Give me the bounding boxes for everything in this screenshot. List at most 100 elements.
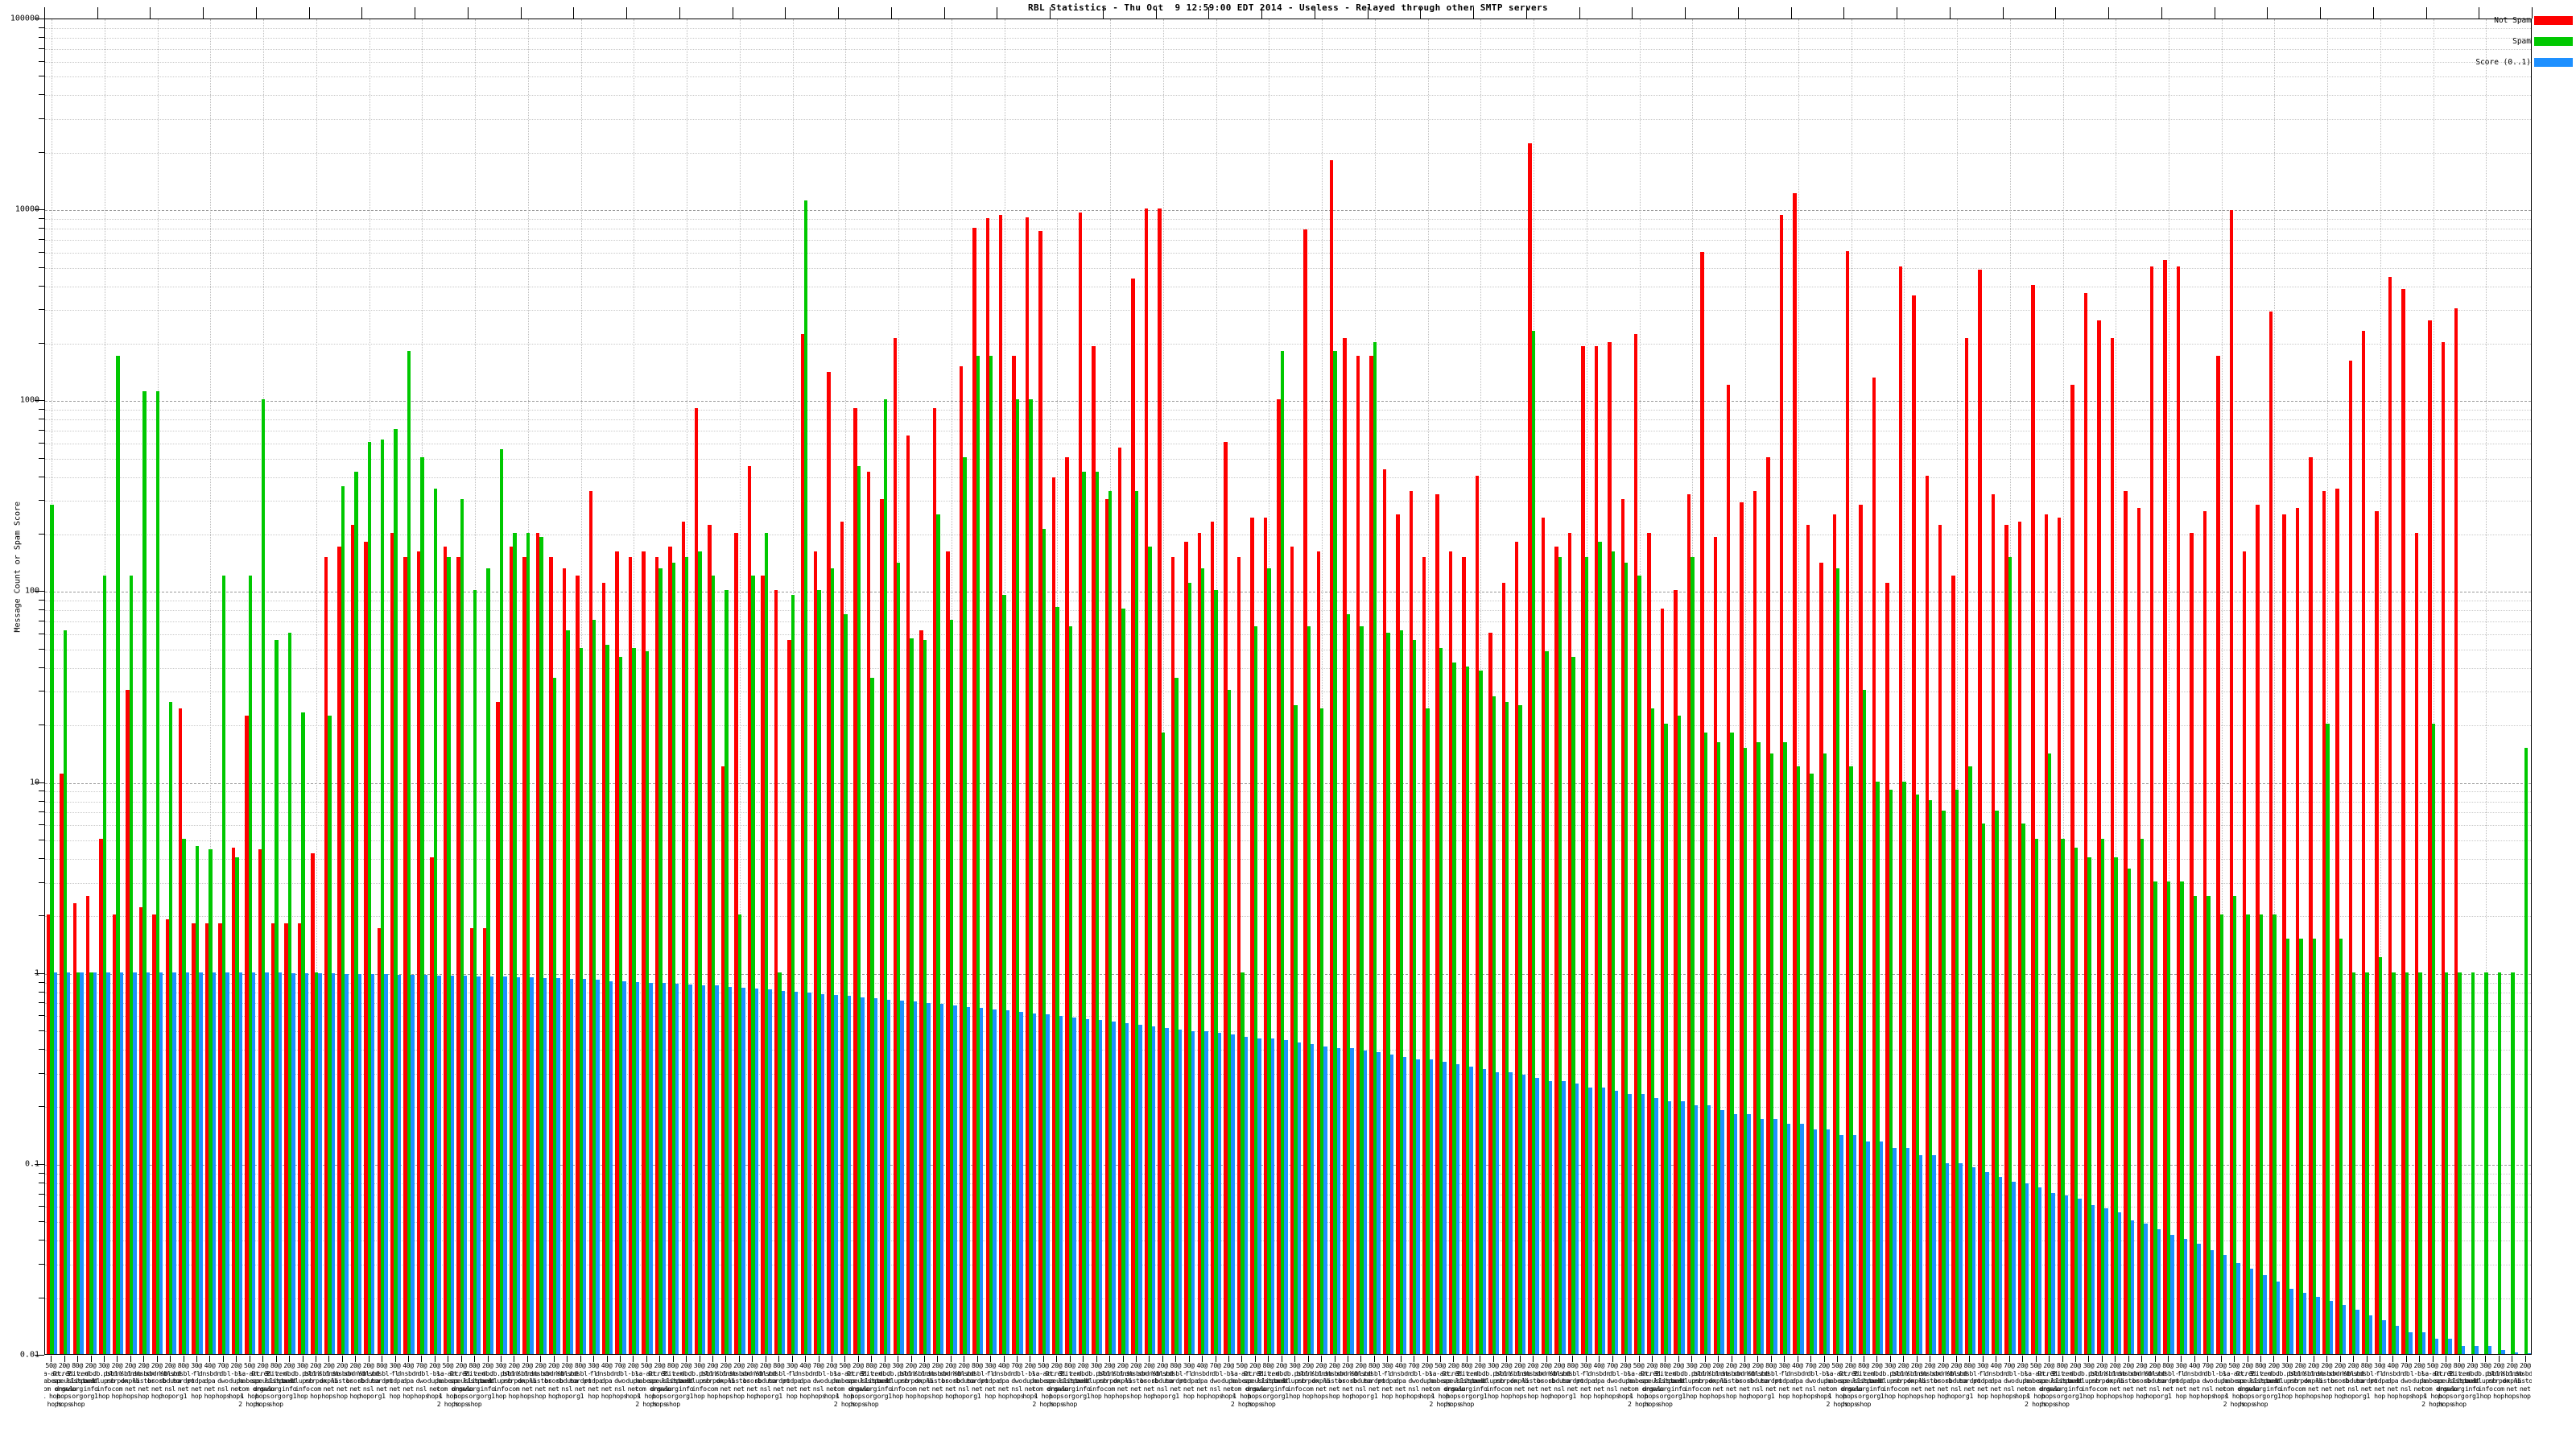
bar-group[interactable] [1276, 19, 1289, 1354]
bar-spam[interactable] [473, 590, 477, 1354]
bar-not-spam[interactable] [1501, 582, 1506, 1354]
bar-spam[interactable] [2034, 838, 2038, 1354]
bar-not-spam[interactable] [1025, 217, 1030, 1354]
bar-group[interactable] [2387, 19, 2400, 1354]
bar-group[interactable] [1554, 19, 1567, 1354]
bar-spam[interactable] [2047, 753, 2052, 1354]
bar-group[interactable] [839, 19, 852, 1354]
bar-spam[interactable] [354, 471, 358, 1354]
bar-spam[interactable] [1452, 662, 1456, 1354]
bar-spam[interactable] [1280, 350, 1285, 1354]
bar-group[interactable] [2453, 19, 2466, 1354]
bar-group[interactable] [1606, 19, 1619, 1354]
bar-spam[interactable] [923, 640, 927, 1354]
bar-spam[interactable] [1121, 609, 1125, 1354]
bar-group[interactable] [2413, 19, 2426, 1354]
bar-group[interactable] [2162, 19, 2175, 1354]
bar-group[interactable] [2334, 19, 2347, 1354]
bar-spam[interactable] [2339, 938, 2343, 1354]
bar-group[interactable] [2520, 19, 2531, 1354]
bar-group[interactable] [508, 19, 521, 1354]
bar-group[interactable] [1633, 19, 1645, 1354]
bar-score[interactable] [781, 990, 785, 1354]
bar-score[interactable] [2157, 1229, 2161, 1354]
bar-spam[interactable] [2299, 938, 2303, 1354]
bar-group[interactable] [1739, 19, 1752, 1354]
bar-not-spam[interactable] [1117, 448, 1122, 1354]
bar-group[interactable] [2017, 19, 2029, 1354]
bar-group[interactable] [177, 19, 190, 1354]
bar-spam[interactable] [1690, 556, 1695, 1354]
bar-spam[interactable] [1611, 551, 1615, 1354]
bar-spam[interactable] [1929, 799, 1933, 1354]
bar-spam[interactable] [1479, 671, 1483, 1354]
bar-not-spam[interactable] [1727, 384, 1731, 1354]
bar-not-spam[interactable] [1448, 551, 1453, 1354]
bar-not-spam[interactable] [1779, 214, 1784, 1354]
bar-group[interactable] [1236, 19, 1249, 1354]
bar-score[interactable] [1429, 1059, 1434, 1354]
bar-score[interactable] [1800, 1124, 1804, 1354]
bar-spam[interactable] [2497, 972, 2502, 1354]
bar-spam[interactable] [764, 533, 769, 1354]
bar-spam[interactable] [2392, 972, 2396, 1354]
bar-not-spam[interactable] [2070, 384, 2074, 1354]
bar-spam[interactable] [1002, 594, 1006, 1354]
bar-group[interactable] [1725, 19, 1738, 1354]
bar-score[interactable] [1231, 1034, 1235, 1354]
bar-score[interactable] [252, 972, 256, 1354]
bar-group[interactable] [1540, 19, 1553, 1354]
bar-spam[interactable] [1849, 766, 1853, 1354]
bar-score[interactable] [1588, 1087, 1592, 1354]
bar-group[interactable] [1381, 19, 1394, 1354]
bar-score[interactable] [1945, 1162, 1950, 1354]
bar-score[interactable] [1694, 1105, 1699, 1354]
bar-spam[interactable] [1531, 330, 1536, 1354]
bar-not-spam[interactable] [1369, 355, 1373, 1354]
bar-not-spam[interactable] [576, 575, 580, 1354]
bar-spam[interactable] [50, 505, 54, 1354]
bar-score[interactable] [2528, 1352, 2531, 1354]
bar-spam[interactable] [2431, 724, 2436, 1354]
bar-not-spam[interactable] [1184, 541, 1188, 1354]
bar-not-spam[interactable] [337, 546, 341, 1354]
bar-score[interactable] [2395, 1326, 2400, 1354]
bar-score[interactable] [1839, 1135, 1843, 1354]
bar-group[interactable] [1580, 19, 1593, 1354]
bar-score[interactable] [847, 996, 852, 1354]
bar-group[interactable] [535, 19, 547, 1354]
bar-group[interactable] [720, 19, 733, 1354]
bar-spam[interactable] [76, 972, 80, 1354]
bar-group[interactable] [1646, 19, 1659, 1354]
bar-spam[interactable] [2074, 847, 2079, 1354]
bar-group[interactable] [1593, 19, 1606, 1354]
bar-group[interactable] [1408, 19, 1421, 1354]
bar-spam[interactable] [2471, 972, 2475, 1354]
bar-spam[interactable] [2418, 972, 2422, 1354]
bar-score[interactable] [80, 972, 84, 1354]
bar-not-spam[interactable] [2295, 508, 2300, 1354]
bar-group[interactable] [1077, 19, 1090, 1354]
bar-not-spam[interactable] [2097, 320, 2101, 1354]
bar-score[interactable] [1786, 1124, 1791, 1354]
bar-group[interactable] [1501, 19, 1513, 1354]
bar-not-spam[interactable] [99, 838, 103, 1354]
bar-not-spam[interactable] [1938, 525, 1942, 1354]
bar-not-spam[interactable] [668, 546, 672, 1354]
bar-score[interactable] [2368, 1315, 2373, 1354]
bar-group[interactable] [1435, 19, 1447, 1354]
bar-score[interactable] [397, 974, 402, 1354]
bar-group[interactable] [548, 19, 561, 1354]
bar-spam[interactable] [1187, 582, 1192, 1354]
bar-spam[interactable] [2021, 824, 2025, 1354]
bar-not-spam[interactable] [1290, 546, 1294, 1354]
bar-group[interactable] [2070, 19, 2083, 1354]
bar-not-spam[interactable] [1594, 346, 1599, 1354]
bar-score[interactable] [2514, 1352, 2519, 1354]
bar-group[interactable] [2294, 19, 2307, 1354]
bar-score[interactable] [1389, 1055, 1393, 1354]
bar-not-spam[interactable] [1303, 229, 1307, 1354]
bar-score[interactable] [2183, 1239, 2188, 1354]
bar-not-spam[interactable] [2454, 308, 2458, 1354]
bar-not-spam[interactable] [1752, 491, 1757, 1354]
